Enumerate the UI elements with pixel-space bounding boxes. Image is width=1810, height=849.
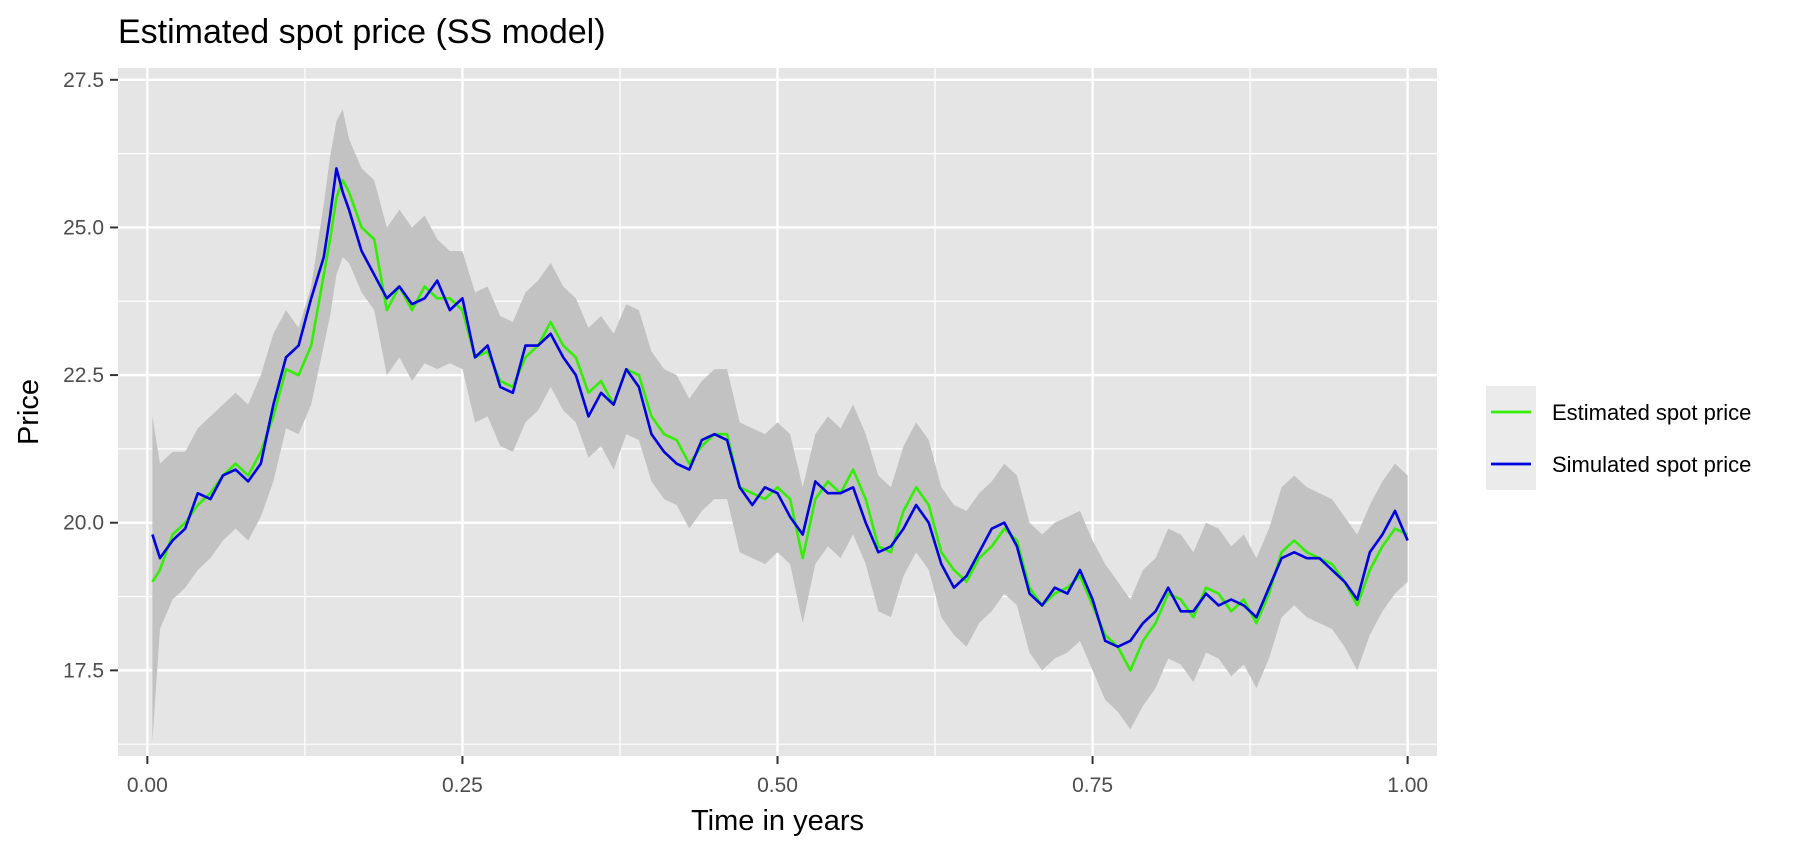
legend-label: Simulated spot price (1552, 452, 1751, 477)
y-tick-label: 27.5 (63, 69, 104, 92)
x-tick-label: 0.50 (757, 774, 798, 797)
series-line-estimated (151, 178, 1409, 672)
series-layer (151, 167, 1409, 672)
x-axis-title: Time in years (691, 805, 864, 837)
y-tick-label: 20.0 (63, 512, 104, 535)
legend: Estimated spot price Simulated spot price (1486, 386, 1751, 490)
x-tick-label: 0.75 (1072, 774, 1113, 797)
confidence-band (152, 109, 1408, 742)
x-tick-label: 0.25 (442, 774, 483, 797)
series-line-simulated (151, 167, 1409, 649)
y-axis-title: Price (13, 379, 45, 445)
confidence-band-layer (152, 109, 1408, 742)
legend-label: Estimated spot price (1552, 400, 1751, 425)
y-axis: 17.5 20.0 22.5 25.0 27.5 (63, 69, 118, 682)
y-tick-label: 25.0 (63, 216, 104, 239)
x-axis: 0.00 0.25 0.50 0.75 1.00 (127, 756, 1428, 797)
y-tick-label: 17.5 (63, 659, 104, 682)
y-tick-label: 22.5 (63, 364, 104, 387)
x-tick-label: 1.00 (1387, 774, 1428, 797)
chart-title: Estimated spot price (SS model) (118, 13, 606, 51)
x-tick-label: 0.00 (127, 774, 168, 797)
